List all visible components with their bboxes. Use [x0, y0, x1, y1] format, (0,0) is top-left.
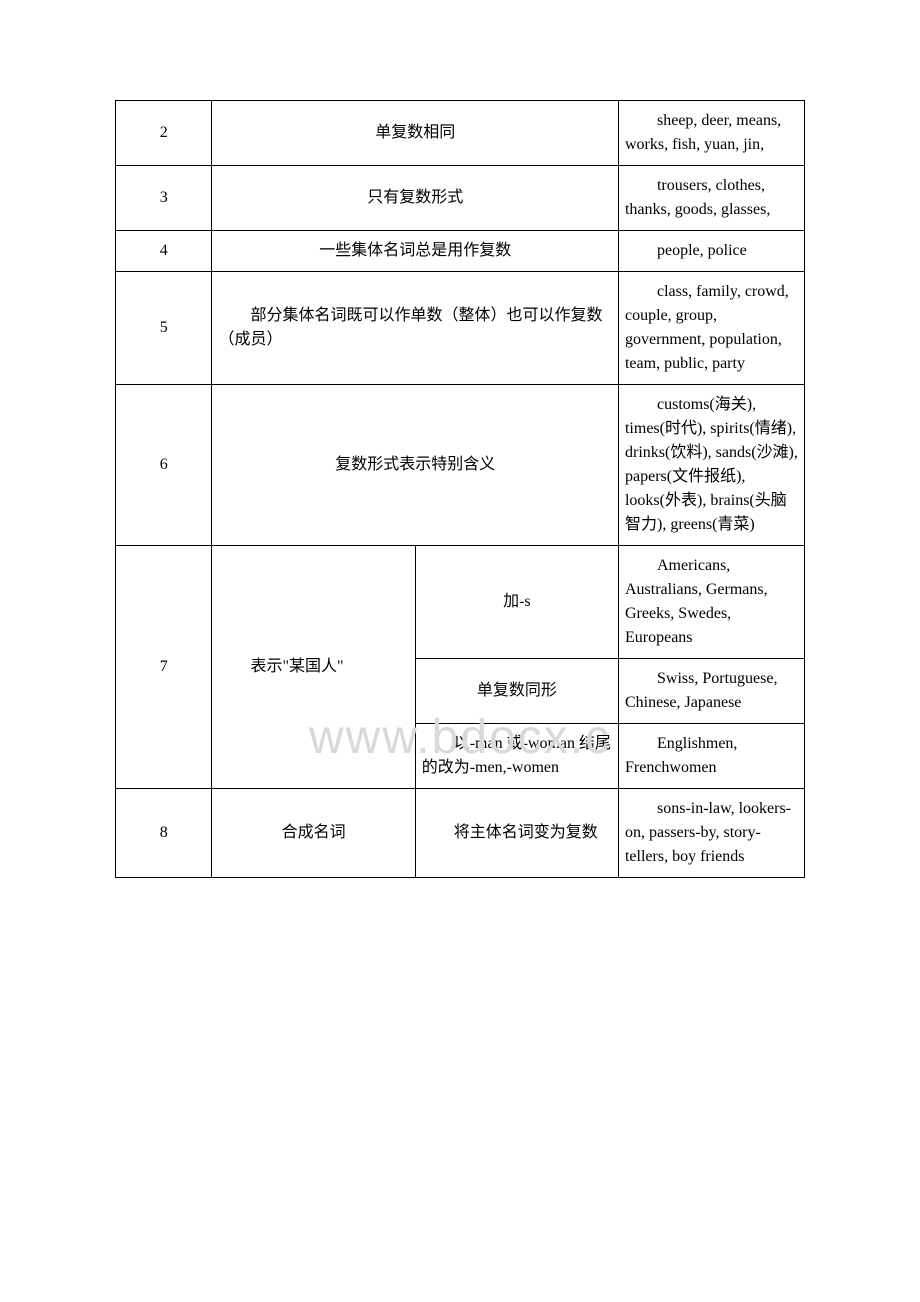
table-row: 4 一些集体名词总是用作复数 people, police [116, 231, 805, 272]
row-examples: Englishmen, Frenchwomen [618, 724, 804, 789]
table-row: 2 单复数相同 sheep, deer, means, works, fish,… [116, 101, 805, 166]
cell-text: sons-in-law, lookers-on, passers-by, sto… [625, 797, 798, 869]
row-examples: sheep, deer, means, works, fish, yuan, j… [618, 101, 804, 166]
table-row: 7 表示"某国人" 加-s Americans, Australians, Ge… [116, 546, 805, 659]
cell-text: 将主体名词变为复数 [422, 821, 612, 845]
row-number: 2 [116, 101, 212, 166]
cell-text: trousers, clothes, thanks, goods, glasse… [625, 174, 798, 222]
row-subcategory: 以-man 或-woman 结尾的改为-men,-women [415, 724, 618, 789]
row-number: 3 [116, 166, 212, 231]
row-description: 只有复数形式 [212, 166, 619, 231]
row-subcategory: 单复数同形 [415, 659, 618, 724]
row-number: 7 [116, 546, 212, 789]
cell-text: 部分集体名词既可以作单数（整体）也可以作复数（成员） [218, 304, 612, 352]
grammar-table: 2 单复数相同 sheep, deer, means, works, fish,… [115, 100, 805, 878]
cell-text: sheep, deer, means, works, fish, yuan, j… [625, 109, 798, 157]
row-number: 4 [116, 231, 212, 272]
row-number: 5 [116, 272, 212, 385]
cell-text: Americans, Australians, Germans, Greeks,… [625, 554, 798, 650]
cell-text: 以-man 或-woman 结尾的改为-men,-women [422, 732, 612, 780]
row-description: 表示"某国人" [212, 546, 415, 789]
table-row: 6 复数形式表示特别含义 customs(海关), times(时代), spi… [116, 385, 805, 546]
cell-text: Englishmen, Frenchwomen [625, 732, 798, 780]
row-subcategory: 加-s [415, 546, 618, 659]
row-number: 6 [116, 385, 212, 546]
table-row: 5 部分集体名词既可以作单数（整体）也可以作复数（成员） class, fami… [116, 272, 805, 385]
cell-text: Swiss, Portuguese, Chinese, Japanese [625, 667, 798, 715]
table-row: 8 合成名词 将主体名词变为复数 sons-in-law, lookers-on… [116, 789, 805, 878]
row-examples: Swiss, Portuguese, Chinese, Japanese [618, 659, 804, 724]
row-description: 单复数相同 [212, 101, 619, 166]
row-examples: trousers, clothes, thanks, goods, glasse… [618, 166, 804, 231]
row-description: 合成名词 [212, 789, 415, 878]
row-examples: class, family, crowd, couple, group, gov… [618, 272, 804, 385]
row-examples: customs(海关), times(时代), spirits(情绪), dri… [618, 385, 804, 546]
row-description: 部分集体名词既可以作单数（整体）也可以作复数（成员） [212, 272, 619, 385]
row-examples: Americans, Australians, Germans, Greeks,… [618, 546, 804, 659]
row-examples: sons-in-law, lookers-on, passers-by, sto… [618, 789, 804, 878]
table-row: 3 只有复数形式 trousers, clothes, thanks, good… [116, 166, 805, 231]
cell-text: 表示"某国人" [218, 655, 408, 679]
row-number: 8 [116, 789, 212, 878]
row-description: 复数形式表示特别含义 [212, 385, 619, 546]
row-subcategory: 将主体名词变为复数 [415, 789, 618, 878]
table-container: www.bdocx.c 2 单复数相同 sheep, deer, means, … [115, 100, 805, 878]
cell-text: customs(海关), times(时代), spirits(情绪), dri… [625, 393, 798, 537]
row-description: 一些集体名词总是用作复数 [212, 231, 619, 272]
cell-text: class, family, crowd, couple, group, gov… [625, 280, 798, 376]
cell-text: people, police [625, 239, 798, 263]
row-examples: people, police [618, 231, 804, 272]
